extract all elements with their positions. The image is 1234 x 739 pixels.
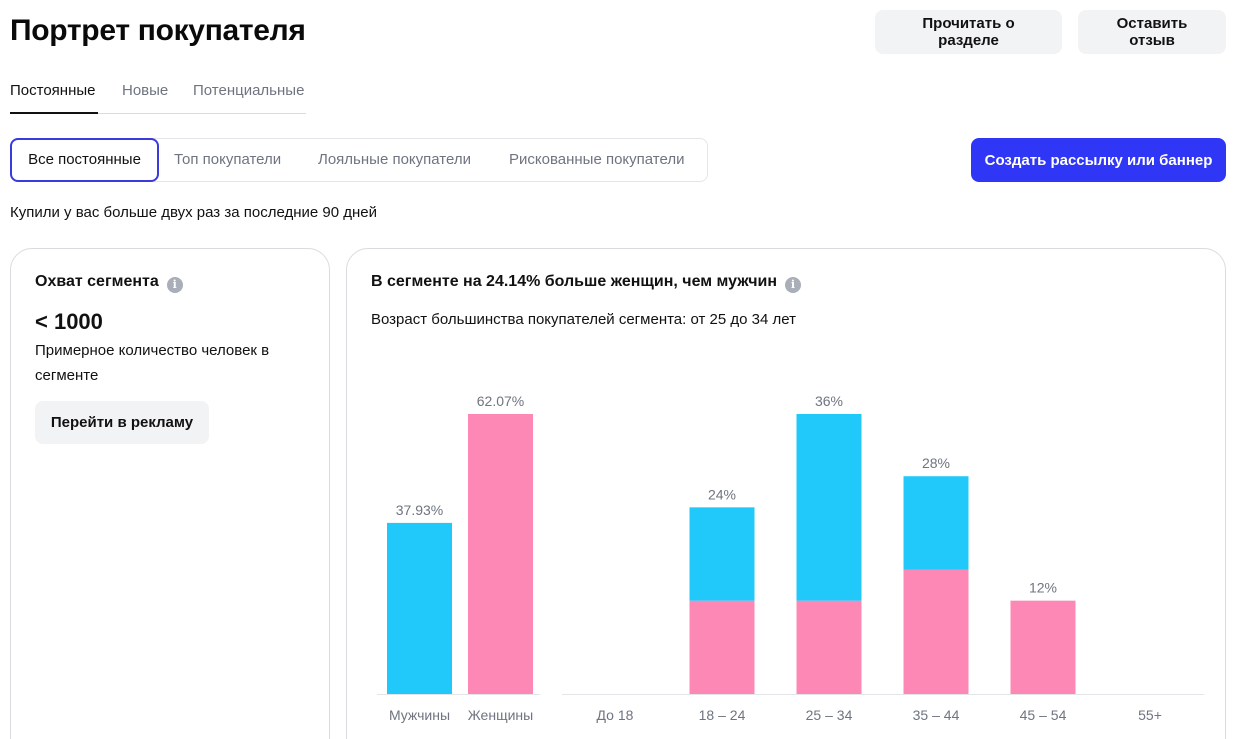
age-bar-segment: [903, 569, 969, 694]
gender-age-card: В сегменте на 24.14% больше женщин, чем …: [346, 248, 1226, 739]
read-about-section-button[interactable]: Прочитать о разделе: [875, 10, 1062, 54]
age-bar-segment: [1010, 600, 1076, 694]
age-axis-label: До 18: [597, 707, 634, 723]
leave-feedback-button[interactable]: Оставить отзыв: [1078, 10, 1226, 54]
age-axis-label: 55+: [1138, 707, 1162, 723]
age-bar-segment: [903, 476, 969, 570]
gender-bar: [468, 414, 533, 694]
age-axis-label: 35 – 44: [913, 707, 960, 723]
go-to-ads-button[interactable]: Перейти в рекламу: [35, 401, 209, 444]
age-bar-segment: [689, 600, 755, 694]
page-title: Портрет покупателя: [10, 14, 306, 47]
gender-age-chart: 37.93% Мужчины 62.07% Женщины До 18 24% 18 – 2…: [377, 393, 1204, 723]
reach-description: Примерное количество человек в сегменте: [35, 342, 270, 384]
customer-type-tabs: Постоянные Новые Потенциальные: [10, 80, 306, 114]
age-bar-segment: [796, 600, 862, 694]
age-axis-label: 18 – 24: [699, 707, 746, 723]
segment-all-regular[interactable]: Все постоянные: [10, 138, 159, 182]
age-summary: Возраст большинства покупателей сегмента…: [371, 311, 796, 328]
gender-card-title-text: В сегменте на 24.14% больше женщин, чем …: [371, 273, 777, 290]
info-icon[interactable]: i: [166, 277, 183, 293]
tab-potential[interactable]: Потенциальные: [193, 82, 305, 99]
age-bar-segment: [689, 507, 755, 601]
age-bar-total-label: 36%: [815, 393, 843, 409]
segment-description: Купили у вас больше двух раз за последни…: [10, 204, 378, 221]
age-bar-segment: [796, 414, 862, 601]
segment-selector: Все постоянные Топ покупатели Лояльные п…: [10, 138, 708, 182]
gender-bar-value-label: 37.93%: [396, 502, 443, 518]
age-bar-total-label: 12%: [1029, 580, 1057, 596]
segment-reach-card: Охват сегмента i < 1000 Примерное количес…: [10, 248, 330, 739]
reach-card-title: Охват сегмента i: [35, 273, 183, 293]
create-mailing-or-banner-button[interactable]: Создать рассылку или баннер: [971, 138, 1226, 182]
age-bar-total-label: 24%: [708, 486, 736, 502]
age-axis-label: 25 – 34: [806, 707, 853, 723]
gender-axis-label: Женщины: [468, 707, 533, 723]
gender-card-title: В сегменте на 24.14% больше женщин, чем …: [371, 273, 801, 293]
gender-axis-label: Мужчины: [389, 707, 450, 723]
tab-new[interactable]: Новые: [122, 82, 169, 99]
gender-bar-value-label: 62.07%: [477, 393, 524, 409]
segment-top-customers[interactable]: Топ покупатели: [174, 151, 282, 168]
age-axis-label: 45 – 54: [1020, 707, 1067, 723]
segment-risky-customers[interactable]: Рискованные покупатели: [509, 151, 685, 168]
age-bar-total-label: 28%: [922, 455, 950, 471]
info-icon[interactable]: i: [785, 277, 801, 293]
reach-value: < 1000: [35, 309, 103, 334]
reach-card-title-text: Охват сегмента: [35, 273, 159, 290]
tab-regular[interactable]: Постоянные: [10, 82, 96, 99]
segment-loyal-customers[interactable]: Лояльные покупатели: [318, 151, 471, 168]
gender-bar: [387, 522, 452, 694]
active-tab-indicator: [10, 112, 98, 114]
